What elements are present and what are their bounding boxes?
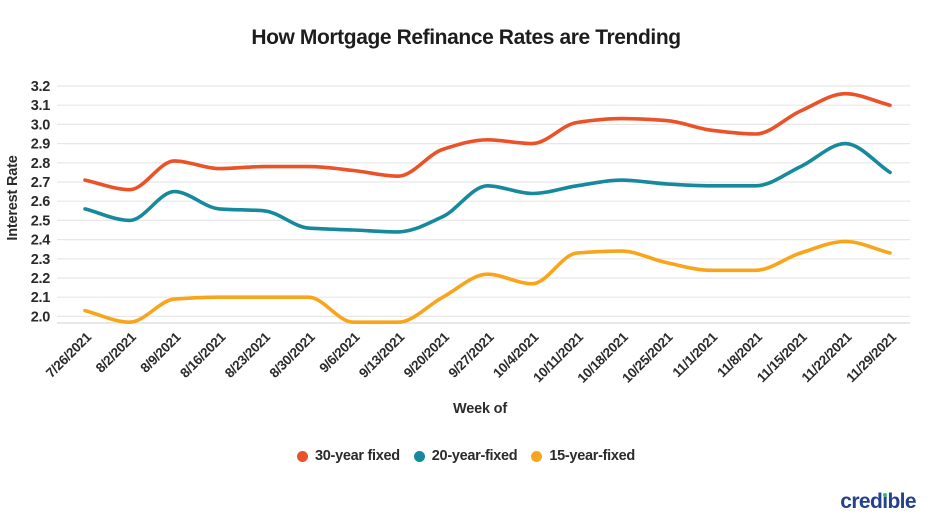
logo-text-post: ble [887, 490, 916, 513]
chart-legend: 30-year fixed 20-year-fixed 15-year-fixed [0, 448, 932, 464]
y-axis-title: Interest Rate [5, 155, 21, 241]
y-tick-label: 2.7 [31, 175, 50, 191]
legend-dot-icon [413, 450, 425, 462]
y-tick-label: 2.0 [31, 309, 50, 325]
x-tick-label: 8/16/2021 [177, 329, 229, 381]
logo-text-pre: cred [840, 490, 883, 513]
series-line-20-year-fixed [83, 141, 892, 234]
x-tick-label: 7/26/2021 [43, 329, 95, 381]
y-tick-label: 3.1 [31, 98, 50, 114]
y-tick-label: 2.1 [31, 290, 50, 306]
y-tick-label: 2.5 [31, 213, 50, 229]
legend-label: 15-year-fixed [549, 448, 635, 464]
y-tick-label: 2.4 [31, 233, 50, 249]
legend-dot-icon [531, 450, 543, 462]
y-tick-label: 2.8 [31, 156, 50, 172]
x-axis-title: Week of [453, 401, 507, 417]
credible-logo[interactable]: credı ble [840, 490, 916, 514]
x-tick-label: 8/2/2021 [93, 329, 140, 376]
legend-label: 30-year fixed [315, 448, 400, 464]
series-line-15-year-fixed [83, 239, 892, 325]
legend-label: 20-year-fixed [431, 448, 518, 464]
logo-green-dot-icon [882, 493, 887, 497]
x-tick-label: 9/20/2021 [401, 329, 453, 381]
x-tick-label: 11/29/2021 [843, 329, 899, 385]
chart-title: How Mortgage Refinance Rates are Trendin… [251, 26, 681, 49]
logo-letter-i: ı [882, 490, 888, 514]
series-line-30-year-fixed [83, 91, 892, 192]
x-tick-label: 9/6/2021 [316, 329, 363, 376]
x-tick-label: 9/27/2021 [445, 329, 497, 381]
legend-item-20-year-fixed[interactable]: 20-year-fixed [413, 448, 518, 464]
legend-dot-icon [297, 450, 309, 462]
x-tick-label: 9/13/2021 [356, 329, 408, 381]
legend-item-30-year-fixed[interactable]: 30-year fixed [297, 448, 400, 464]
x-tick-label: 11/1/2021 [670, 329, 721, 380]
y-tick-label: 3.0 [31, 117, 50, 133]
logo-dotless-i: ı [882, 490, 888, 513]
y-tick-label: 2.3 [31, 252, 50, 268]
y-tick-label: 3.2 [31, 79, 50, 95]
y-tick-label: 2.9 [31, 137, 50, 153]
line-chart-canvas: 3.2 3.1 3.0 2.9 2.8 2.7 2.6 2.5 2.4 2.3 2.2 2.1 2.0 7… [31, 79, 910, 386]
x-tick-label: 8/23/2021 [222, 329, 274, 381]
x-tick-label: 8/30/2021 [267, 329, 319, 381]
y-tick-label: 2.2 [31, 271, 50, 287]
y-tick-label: 2.6 [31, 194, 50, 210]
x-tick-label: 8/9/2021 [137, 329, 184, 376]
legend-item-15-year-fixed[interactable]: 15-year-fixed [531, 448, 635, 464]
